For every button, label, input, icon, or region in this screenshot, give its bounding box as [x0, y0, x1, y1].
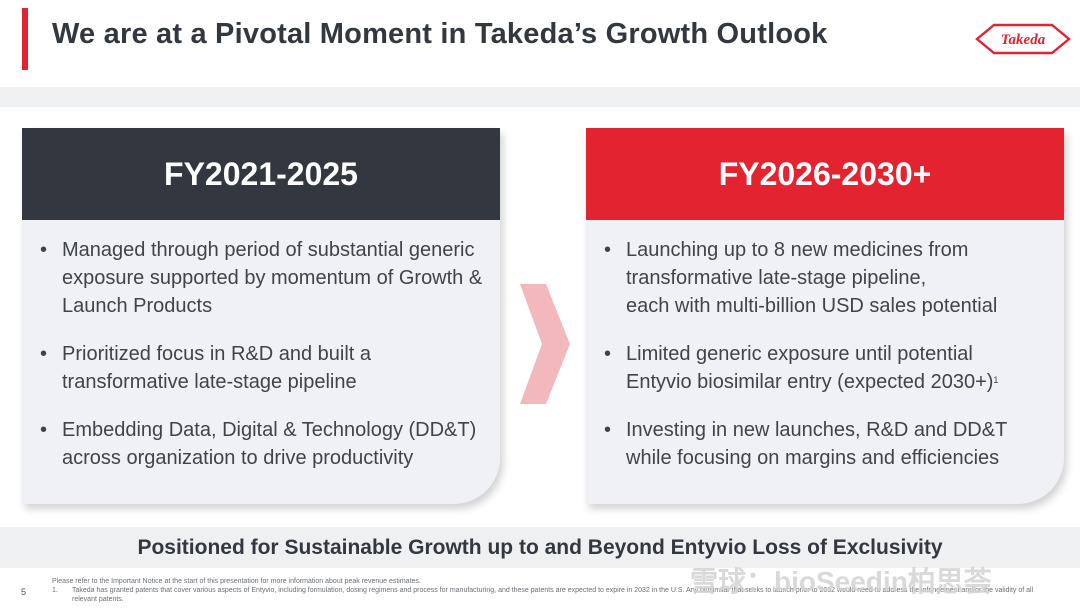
- right-bullet-2-line-2: Entyvio biosimilar entry (expected 2030+…: [626, 371, 994, 393]
- footnote-1-text: Takeda has granted patents that cover va…: [72, 587, 1034, 603]
- footnote-marker: 1: [993, 375, 999, 385]
- right-bullet-1: Launching up to 8 new medicines from tra…: [586, 236, 1064, 320]
- left-panel: FY2021-2025 Managed through period of su…: [22, 128, 500, 504]
- right-bullet-1-line-2: transformative late-stage pipeline,: [626, 267, 927, 289]
- right-bullet-2-line-1: Limited generic exposure until potential: [626, 343, 973, 365]
- footnote-1: 1. Takeda has granted patents that cover …: [52, 586, 1052, 604]
- footnote-intro: Please refer to the Important Notice at …: [52, 578, 421, 585]
- watermark: 雪球：bioSeedin柏思荟: [690, 566, 992, 597]
- right-bullet-1-line-3: each with multi-billion USD sales potent…: [626, 295, 998, 317]
- footnote-1-number: 1.: [52, 587, 58, 594]
- right-panel-heading: FY2026-2030+: [586, 128, 1064, 220]
- page-title: We are at a Pivotal Moment in Takeda’s G…: [52, 18, 828, 50]
- tagline: Positioned for Sustainable Growth up to …: [137, 535, 943, 559]
- right-bullet-list: Launching up to 8 new medicines from tra…: [586, 220, 1064, 472]
- page-number: 5: [21, 587, 27, 597]
- tagline-band: Positioned for Sustainable Growth up to …: [0, 527, 1080, 568]
- chevron-right-icon: [520, 284, 570, 404]
- left-bullet-3: Embedding Data, Digital & Technology (DD…: [22, 416, 500, 472]
- takeda-logo: Takeda: [975, 23, 1071, 55]
- right-panel: FY2026-2030+ Launching up to 8 new medic…: [586, 128, 1064, 504]
- footnotes: Please refer to the Important Notice at …: [52, 577, 1052, 604]
- right-bullet-3: Investing in new launches, R&D and DD&T …: [586, 416, 1064, 472]
- left-bullet-2: Prioritized focus in R&D and built a tra…: [22, 340, 500, 396]
- title-accent-bar: [22, 8, 28, 70]
- right-bullet-2: Limited generic exposure until potential…: [586, 340, 1064, 396]
- left-panel-heading: FY2021-2025: [22, 128, 500, 220]
- right-bullet-1-line-1: Launching up to 8 new medicines from: [626, 239, 969, 261]
- left-bullet-list: Managed through period of substantial ge…: [22, 220, 500, 472]
- left-bullet-1: Managed through period of substantial ge…: [22, 236, 500, 320]
- logo-text: Takeda: [1001, 32, 1046, 48]
- header-band: [0, 87, 1080, 107]
